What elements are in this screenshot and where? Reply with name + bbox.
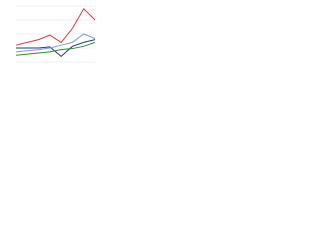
page: {"chart_data": {"type": "line", "categor… — [0, 0, 100, 71]
series-line — [15, 33, 96, 53]
chart — [15, 5, 96, 63]
series-line — [15, 7, 96, 46]
series-line — [15, 41, 96, 56]
series-line — [16, 39, 96, 58]
